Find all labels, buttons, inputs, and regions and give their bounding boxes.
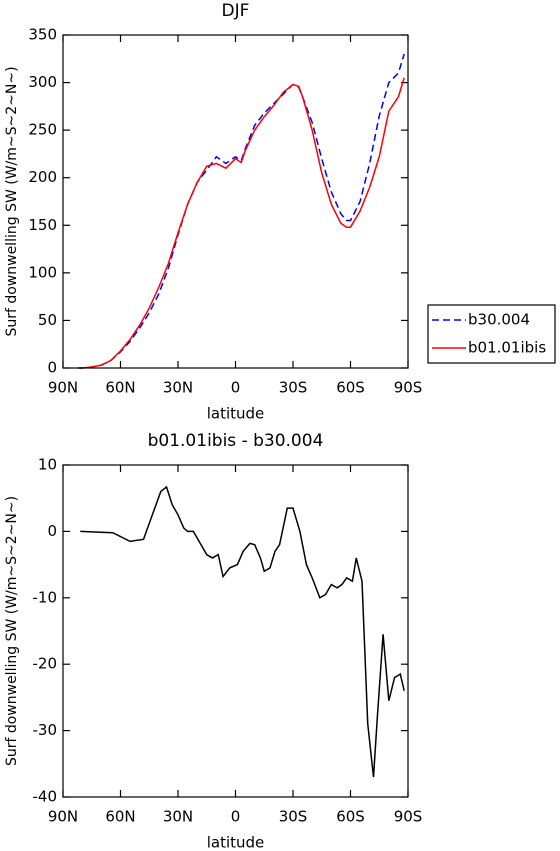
- y-tick-label: 300: [28, 73, 57, 91]
- line-series: [78, 77, 405, 369]
- y-tick-label: -20: [33, 655, 58, 673]
- y-tick-label: 350: [28, 26, 57, 44]
- x-tick-label: 60S: [336, 808, 365, 826]
- y-axis-label: Surf downwelling SW (W/m~S~2~N~): [4, 496, 20, 766]
- x-tick-label: 30S: [279, 808, 308, 826]
- y-tick-label: 0: [47, 359, 57, 377]
- x-tick-label: 90S: [394, 379, 423, 397]
- y-tick-label: 0: [47, 522, 57, 540]
- chart-title: b01.01ibis - b30.004: [148, 431, 324, 451]
- plot-frame: [62, 464, 409, 798]
- legend-label: b30.004: [468, 311, 530, 329]
- y-axis-label: Surf downwelling SW (W/m~S~2~N~): [4, 66, 20, 336]
- x-tick-label: 30S: [279, 379, 308, 397]
- x-tick-label: 30N: [163, 808, 193, 826]
- y-tick-label: -40: [33, 788, 58, 806]
- x-axis-label: latitude: [207, 834, 265, 851]
- x-axis-label: latitude: [207, 405, 265, 423]
- legend-label: b01.01ibis: [468, 339, 546, 357]
- x-tick-label: 0: [231, 379, 241, 397]
- x-tick-label: 90S: [394, 808, 423, 826]
- y-tick-label: 150: [28, 216, 57, 234]
- y-tick-label: -10: [33, 588, 58, 606]
- x-tick-label: 30N: [163, 379, 193, 397]
- y-tick-label: 250: [28, 121, 57, 139]
- y-tick-label: 100: [28, 263, 57, 281]
- y-tick-label: 200: [28, 168, 57, 186]
- line-series: [78, 53, 405, 369]
- x-tick-label: 0: [231, 808, 241, 826]
- y-tick-label: -30: [33, 721, 58, 739]
- plot-frame: [62, 34, 409, 369]
- y-tick-label: 10: [38, 456, 57, 474]
- chart-title: DJF: [222, 1, 250, 21]
- y-tick-label: 50: [38, 311, 57, 329]
- x-tick-label: 60N: [105, 379, 135, 397]
- line-series: [80, 485, 405, 778]
- x-tick-label: 90N: [48, 808, 78, 826]
- legend-box: [427, 304, 556, 364]
- x-tick-label: 60S: [336, 379, 365, 397]
- x-tick-label: 60N: [105, 808, 135, 826]
- x-tick-label: 90N: [48, 379, 78, 397]
